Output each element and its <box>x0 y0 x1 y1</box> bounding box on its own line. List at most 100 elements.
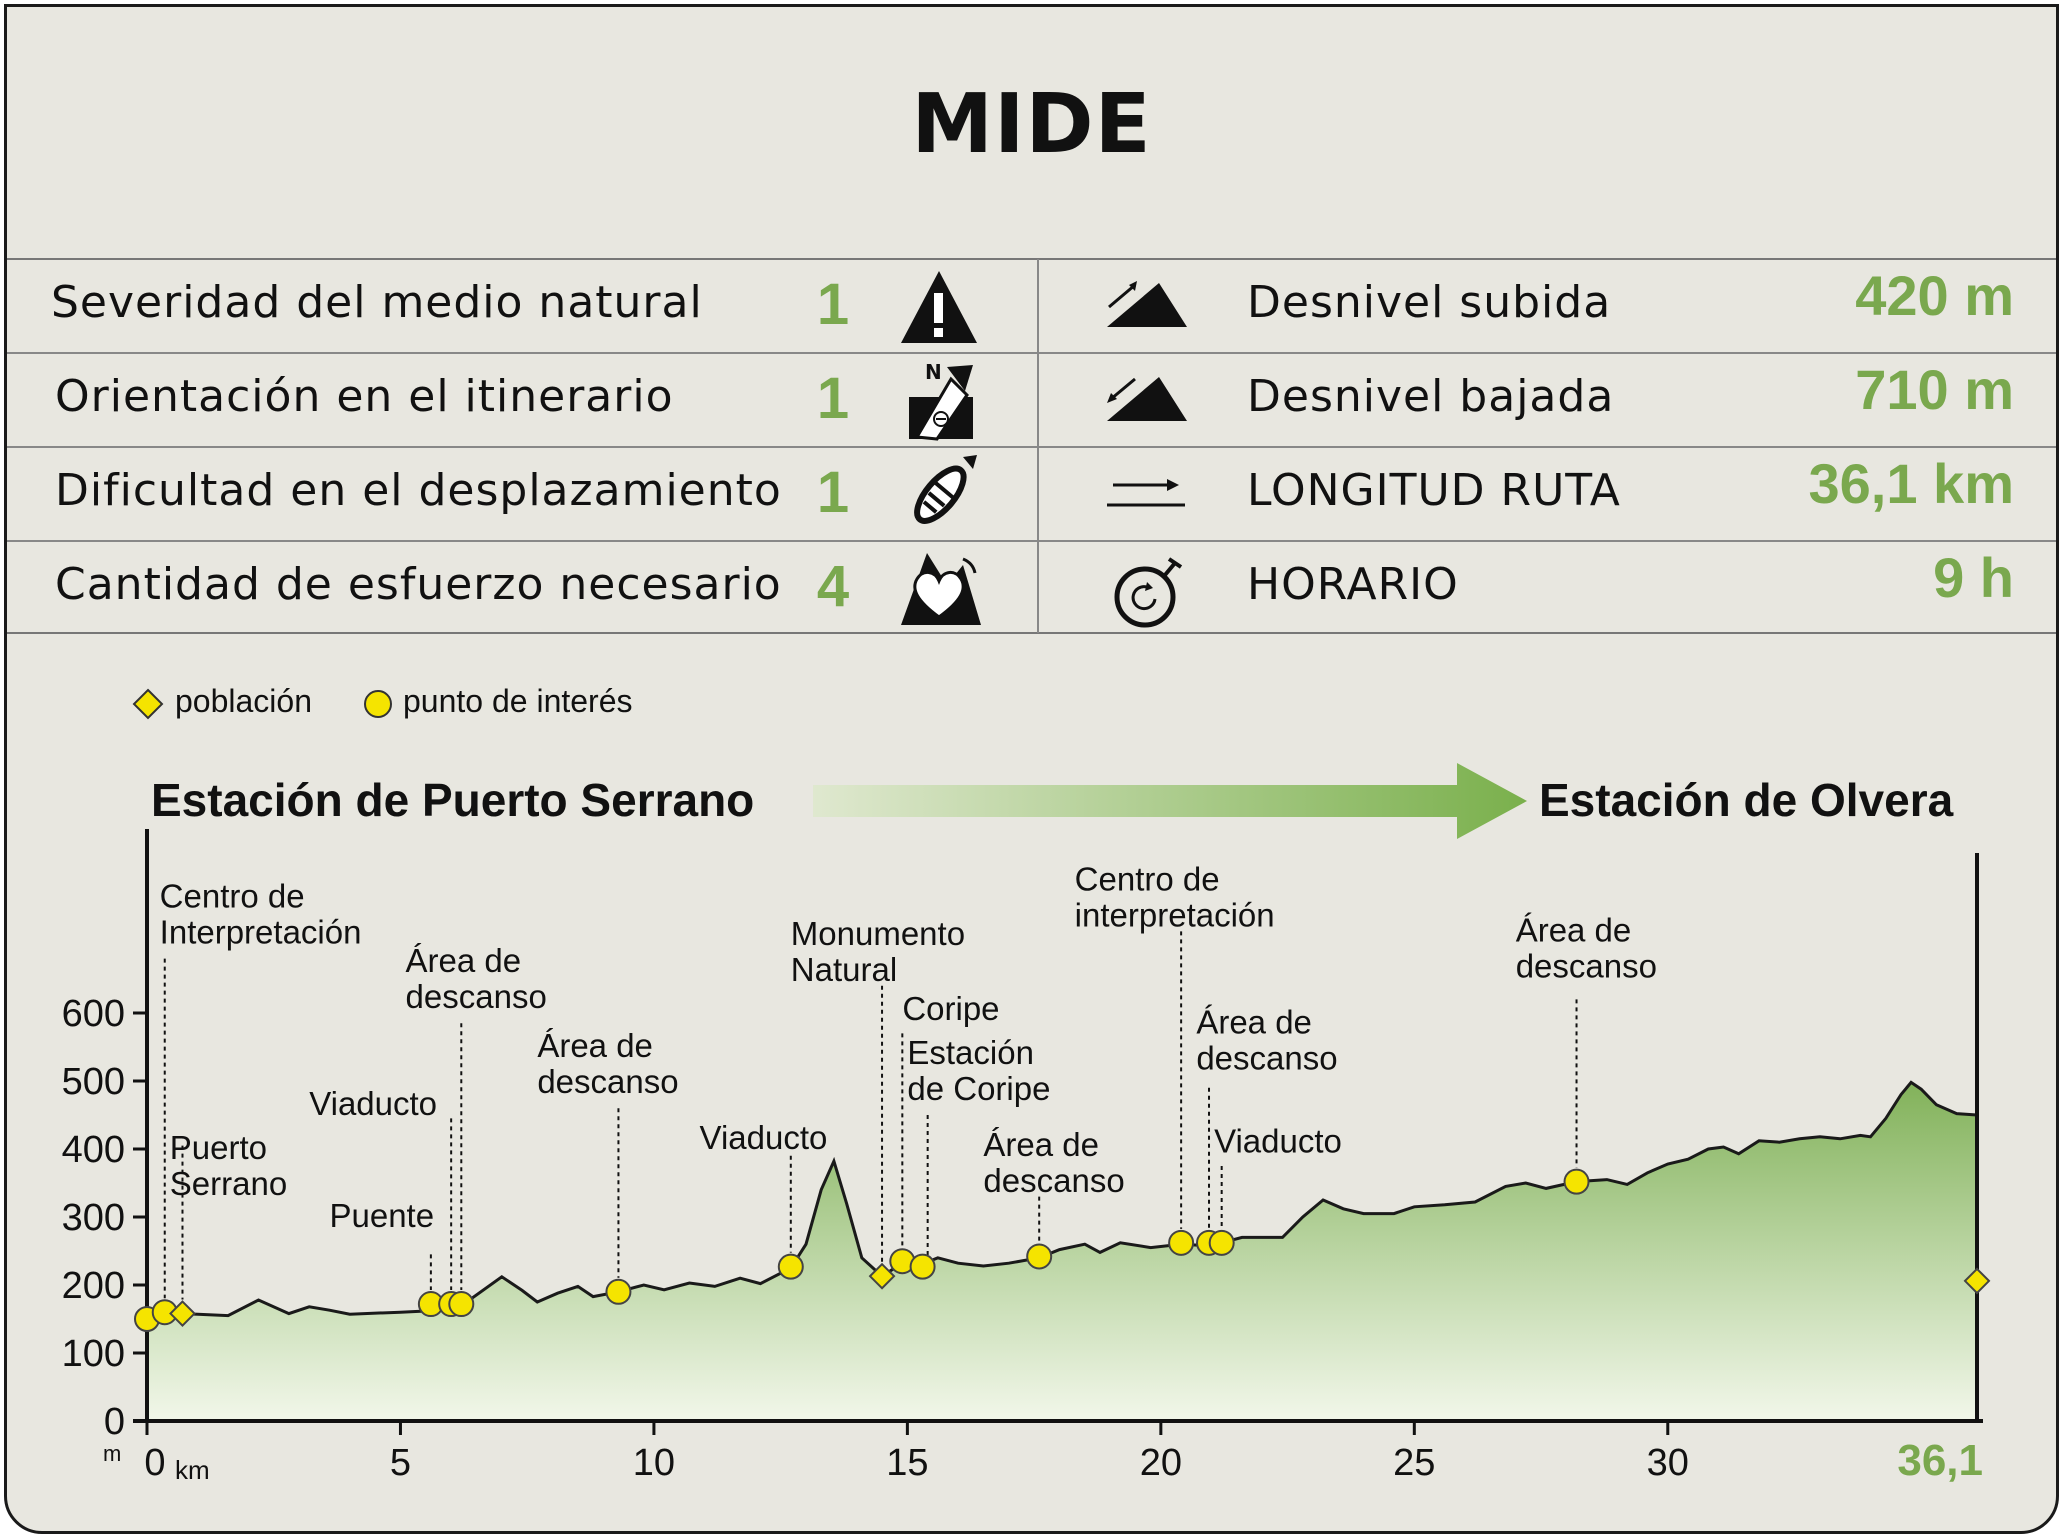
route-start-label: Estación de Puerto Serrano <box>151 774 755 826</box>
annotation-label: Área de descanso <box>1516 912 1657 985</box>
annotation-line: Área de <box>983 1126 1099 1163</box>
annotation-line: descanso <box>983 1162 1124 1199</box>
legend-poi-marker <box>364 690 392 718</box>
mide-label-dificultad: Dificultad en el desplazamiento <box>55 465 782 516</box>
annotation-line: descanso <box>1196 1039 1337 1076</box>
annotation-line: descanso <box>1516 948 1657 985</box>
descent-icon <box>1107 377 1187 421</box>
poblacion-marker <box>1963 1267 1991 1295</box>
table-grid <box>7 258 2056 634</box>
poi-marker <box>1208 1229 1235 1256</box>
annotation-line: Viaducto <box>309 1085 437 1122</box>
elevation-chart: 0 100 200 300 400 500 600 0 5 10 15 20 25 30 m km 36,1 C… <box>62 829 1991 1485</box>
annotation-line: Área de <box>1196 1003 1312 1040</box>
x-tick-label: 15 <box>886 1442 928 1484</box>
metric-label-longitud: LONGITUD RUTA <box>1247 465 1621 516</box>
annotation-line: Área de <box>406 942 522 979</box>
annotation-label: Área de descanso <box>983 1126 1124 1199</box>
stopwatch-icon <box>1114 557 1183 628</box>
annotation-label: Viaducto <box>309 1085 437 1122</box>
annotation-line: Puerto <box>170 1129 267 1166</box>
annotation-label: Puerto Serrano <box>170 1129 287 1202</box>
poi-marker <box>1563 1168 1590 1195</box>
annotation-line: descanso <box>406 978 547 1015</box>
metric-value-horario: 9 h <box>1933 546 2014 609</box>
poblacion-marker <box>169 1300 196 1327</box>
y-axis-label: m <box>103 1441 121 1466</box>
annotation-line: Centro de <box>1075 861 1220 898</box>
annotation-label: Monumento Natural <box>791 915 965 988</box>
mide-label-esfuerzo: Cantidad de esfuerzo necesario <box>55 559 782 610</box>
poi-marker <box>1026 1243 1053 1270</box>
annotation-line: Área de <box>537 1027 653 1064</box>
heart-mountain-icon <box>901 553 981 625</box>
x-end-label: 36,1 <box>1897 1436 1983 1485</box>
annotation-line: Monumento <box>791 915 965 952</box>
x-axis-label: km <box>175 1455 210 1485</box>
poi-marker <box>777 1253 804 1280</box>
mide-label-orientacion: Orientación en el itinerario <box>55 371 674 422</box>
annotation-line: Centro de <box>160 878 305 915</box>
annotation-line: interpretación <box>1075 897 1275 934</box>
x-tick-label: 25 <box>1393 1442 1435 1484</box>
mide-card: MIDE Severidad del medio natural Orienta… <box>4 4 2059 1534</box>
y-tick-label: 100 <box>62 1333 125 1375</box>
annotation-label: Viaducto <box>1214 1122 1342 1159</box>
route-end-label: Estación de Olvera <box>1539 774 1954 826</box>
annotation-line: de Coripe <box>907 1070 1050 1107</box>
y-tick-label: 300 <box>62 1197 125 1239</box>
y-tick-label: 500 <box>62 1061 125 1103</box>
metric-label-bajada: Desnivel bajada <box>1247 371 1615 422</box>
annotation-label: Área de descanso <box>406 942 547 1015</box>
annotation-label: Coripe <box>902 990 999 1027</box>
elevation-area <box>147 1082 1977 1421</box>
poi-marker <box>448 1291 475 1318</box>
annotation-line: Serrano <box>170 1165 287 1202</box>
annotation-line: Viaducto <box>1214 1122 1342 1159</box>
warning-triangle-icon <box>901 271 977 343</box>
compass-north-icon: N <box>909 360 973 441</box>
y-tick-label: 0 <box>104 1401 125 1443</box>
elevation-line <box>146 1080 1978 1321</box>
x-tick-label: 5 <box>390 1442 411 1484</box>
annotation-line: Estación <box>907 1034 1034 1071</box>
metric-value-bajada: 710 m <box>1855 358 2014 421</box>
annotation-label: Área de descanso <box>537 1027 678 1100</box>
annotation-label: Centro de Interpretación <box>160 878 362 951</box>
mide-score-esfuerzo: 4 <box>816 554 850 619</box>
annotation-line: Puente <box>329 1197 434 1234</box>
annotation-label: Puente <box>329 1197 434 1234</box>
x-tick-label: 10 <box>633 1442 675 1484</box>
y-tick-label: 200 <box>62 1265 125 1307</box>
poi-marker <box>909 1253 936 1280</box>
annotation-line: Coripe <box>902 990 999 1027</box>
metric-value-subida: 420 m <box>1855 264 2014 327</box>
x-tick-label: 30 <box>1647 1442 1689 1484</box>
x-tick-label: 0 <box>144 1442 165 1484</box>
annotation-line: Viaducto <box>700 1119 828 1156</box>
ascent-icon <box>1107 281 1187 327</box>
metric-label-subida: Desnivel subida <box>1247 277 1612 328</box>
svg-text:N: N <box>925 360 942 384</box>
annotation-line: descanso <box>537 1063 678 1100</box>
metric-label-horario: HORARIO <box>1247 559 1459 610</box>
annotation-label: Área de descanso <box>1196 1003 1337 1076</box>
annotation-label: Estación de Coripe <box>907 1034 1050 1107</box>
distance-arrow-icon <box>1107 479 1185 507</box>
poi-marker <box>605 1278 632 1305</box>
poblacion-marker <box>868 1262 896 1290</box>
page-title: MIDE <box>911 77 1152 172</box>
legend-poblacion-label: población <box>175 683 312 719</box>
annotation-line: Natural <box>791 951 897 988</box>
metric-value-longitud: 36,1 km <box>1808 452 2015 515</box>
y-tick-label: 600 <box>62 993 125 1035</box>
mide-score-orientacion: 1 <box>816 366 850 431</box>
x-tick-label: 20 <box>1140 1442 1182 1484</box>
annotation-label: Viaducto <box>700 1119 828 1156</box>
mide-score-severidad: 1 <box>816 272 850 337</box>
annotation-label: Centro de interpretación <box>1075 861 1275 934</box>
route-direction-arrow <box>813 763 1527 839</box>
legend-poblacion-marker <box>132 688 164 720</box>
y-tick-label: 400 <box>62 1129 125 1171</box>
legend-poi-label: punto de interés <box>403 683 633 719</box>
